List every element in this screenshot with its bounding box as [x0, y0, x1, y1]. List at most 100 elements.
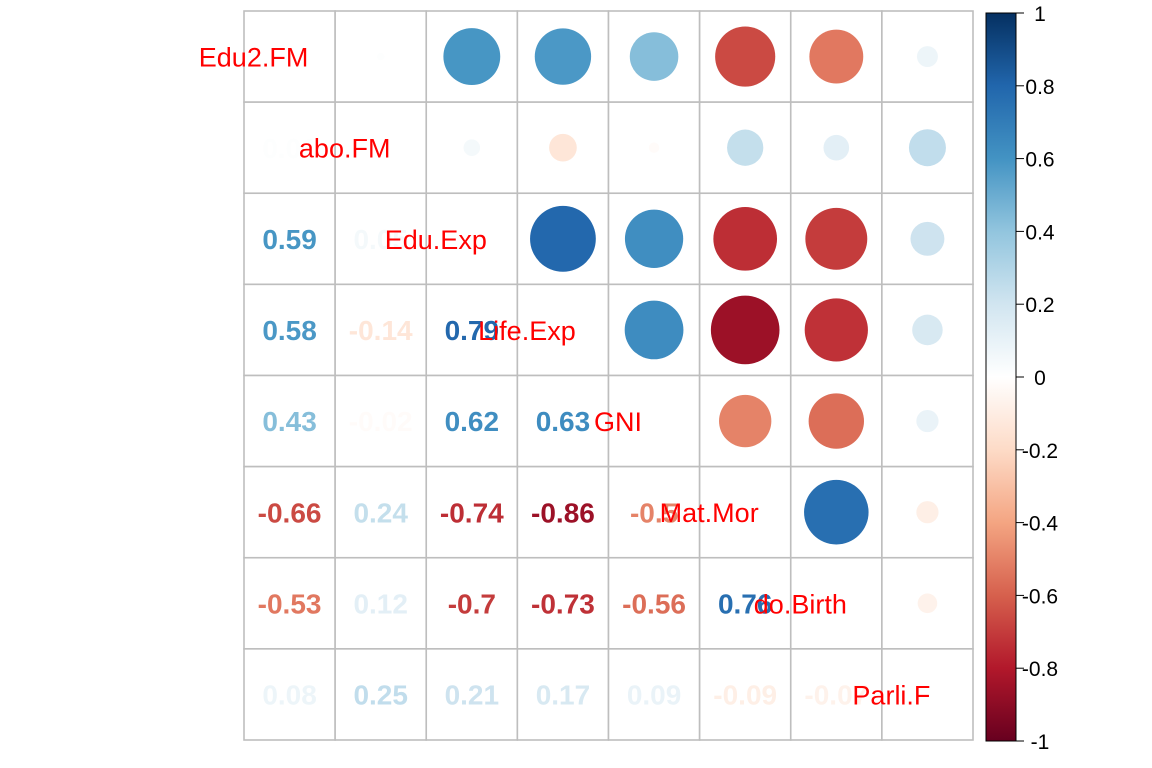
grid-cell: [425, 465, 519, 559]
correlation-value: 0.25: [353, 680, 408, 711]
correlation-circle: [534, 28, 592, 85]
correlation-value: 0.58: [262, 315, 317, 346]
correlation-circle: [713, 206, 778, 271]
correlation-circle: [443, 28, 501, 85]
correlation-value: 0.43: [262, 406, 317, 437]
correlation-circle: [805, 207, 868, 270]
correlation-circle: [376, 52, 385, 61]
grid-cell: [698, 101, 792, 195]
variable-label: Edu.Exp: [385, 225, 487, 255]
variable-label: Mat.Mor: [660, 498, 759, 528]
variable-label: abo.FM: [299, 134, 391, 164]
correlation-circle: [809, 29, 864, 84]
colorbar-tick-label: 1: [1034, 3, 1046, 26]
correlation-circle: [823, 134, 850, 161]
correlation-value: -0.73: [531, 588, 595, 619]
correlation-value: 0.76: [718, 588, 773, 619]
variable-label: do.Birth: [754, 589, 847, 619]
correlation-value: -0.14: [349, 315, 413, 346]
grid-cell: [425, 556, 519, 650]
grid-cell: [881, 10, 974, 103]
correlation-circle: [624, 209, 684, 268]
grid-cell: [881, 648, 974, 741]
colorbar-tick-label: -0.2: [1022, 440, 1058, 463]
colorbar-gradient: [985, 12, 1017, 742]
grid-cell: [334, 465, 428, 559]
grid-cell: [425, 192, 519, 286]
colorbar-tick-label: 0.8: [1025, 76, 1054, 99]
colorbar-tick-label: 0.4: [1025, 221, 1055, 244]
correlation-circle: [916, 501, 939, 524]
grid-cell: [516, 374, 610, 468]
correlation-value: 0.12: [353, 588, 408, 619]
grid-cell: [607, 374, 701, 468]
correlation-value: -0.53: [258, 588, 322, 619]
grid-cell: [425, 648, 519, 741]
colorbar-tick-label: 0: [1034, 367, 1046, 390]
grid-cell: [334, 556, 428, 650]
grid-cell: [334, 101, 428, 195]
grid-cell: [789, 556, 883, 650]
grid-cell: [607, 556, 701, 650]
grid-cell: [607, 648, 701, 741]
colorbar-tick-label: -1: [1031, 731, 1050, 754]
grid-cell: [607, 465, 701, 559]
correlation-circle: [549, 133, 577, 162]
correlation-circle: [804, 479, 869, 545]
correlation-value: 0.63: [536, 406, 591, 437]
correlation-circle: [908, 129, 946, 167]
correlation-value: 0.62: [445, 406, 500, 437]
grid-cell: [516, 283, 610, 377]
grid-cell: [243, 648, 336, 741]
grid-cell: [698, 648, 792, 741]
correlation-value: -0.7: [448, 588, 496, 619]
correlation-circle: [910, 221, 945, 256]
correlation-value: -0.74: [440, 497, 504, 528]
grid-cell: [243, 192, 336, 286]
correlation-value: 0.05: [353, 224, 408, 255]
correlation-circle: [624, 300, 684, 360]
grid-cell: [425, 283, 519, 377]
colorbar-tick-label: 0.2: [1025, 294, 1054, 317]
correlation-circle: [912, 314, 943, 346]
correlation-circle: [648, 142, 660, 153]
correlation-circle: [727, 129, 764, 166]
correlation-circle: [530, 205, 596, 272]
correlation-value: 0.79: [445, 315, 500, 346]
correlation-value: -0.5: [630, 497, 678, 528]
diagonal-labels: Edu2.FM abo.FM Edu.Exp Life.Exp GNI Mat.Mor do…: [199, 43, 931, 711]
correlation-circle: [719, 394, 772, 448]
correlation-value: 0.09: [627, 680, 682, 711]
grid-cell: [243, 283, 336, 377]
variable-label: Parli.F: [852, 680, 930, 710]
correlation-value: 0.21: [445, 680, 500, 711]
correlation-value: 0.59: [262, 224, 317, 255]
colorbar: 1 0.8 0.6 0.4 0.2 0 -0.2 -0.4 -0.6 -0.8 -1: [985, 3, 1059, 754]
grid-cell: [243, 556, 336, 650]
correlation-value: 0.08: [262, 680, 317, 711]
colorbar-tick-label: -0.4: [1022, 513, 1059, 536]
grid-cell: [698, 465, 792, 559]
grid-cell: [334, 192, 428, 286]
correlation-value: -0.07: [804, 680, 868, 711]
correlation-circle: [916, 46, 938, 68]
correlation-value: -0.56: [622, 588, 686, 619]
correlation-value: 0.17: [536, 680, 591, 711]
correlation-value: -0.02: [349, 406, 413, 437]
grid-cell: [243, 10, 336, 103]
variable-label: Life.Exp: [478, 316, 576, 346]
matrix-cells: [243, 10, 974, 741]
correlation-value: -0.66: [258, 497, 322, 528]
colorbar-tick-label: -0.8: [1022, 658, 1058, 681]
correlation-circle: [710, 295, 780, 365]
correlation-value: -0.86: [531, 497, 595, 528]
correlation-circle: [917, 593, 938, 614]
correlation-circle: [916, 409, 939, 433]
correlation-circle: [463, 139, 481, 156]
matrix-marks: 0.01 0.59 0.05 0.58 -0.14 0.79 0.43 -0.02 0.62 0.…: [258, 26, 946, 711]
correlation-circle: [715, 26, 776, 87]
colorbar-tick-label: -0.6: [1022, 585, 1058, 608]
correlation-value: 0.01: [262, 133, 317, 164]
variable-label: GNI: [594, 407, 642, 437]
